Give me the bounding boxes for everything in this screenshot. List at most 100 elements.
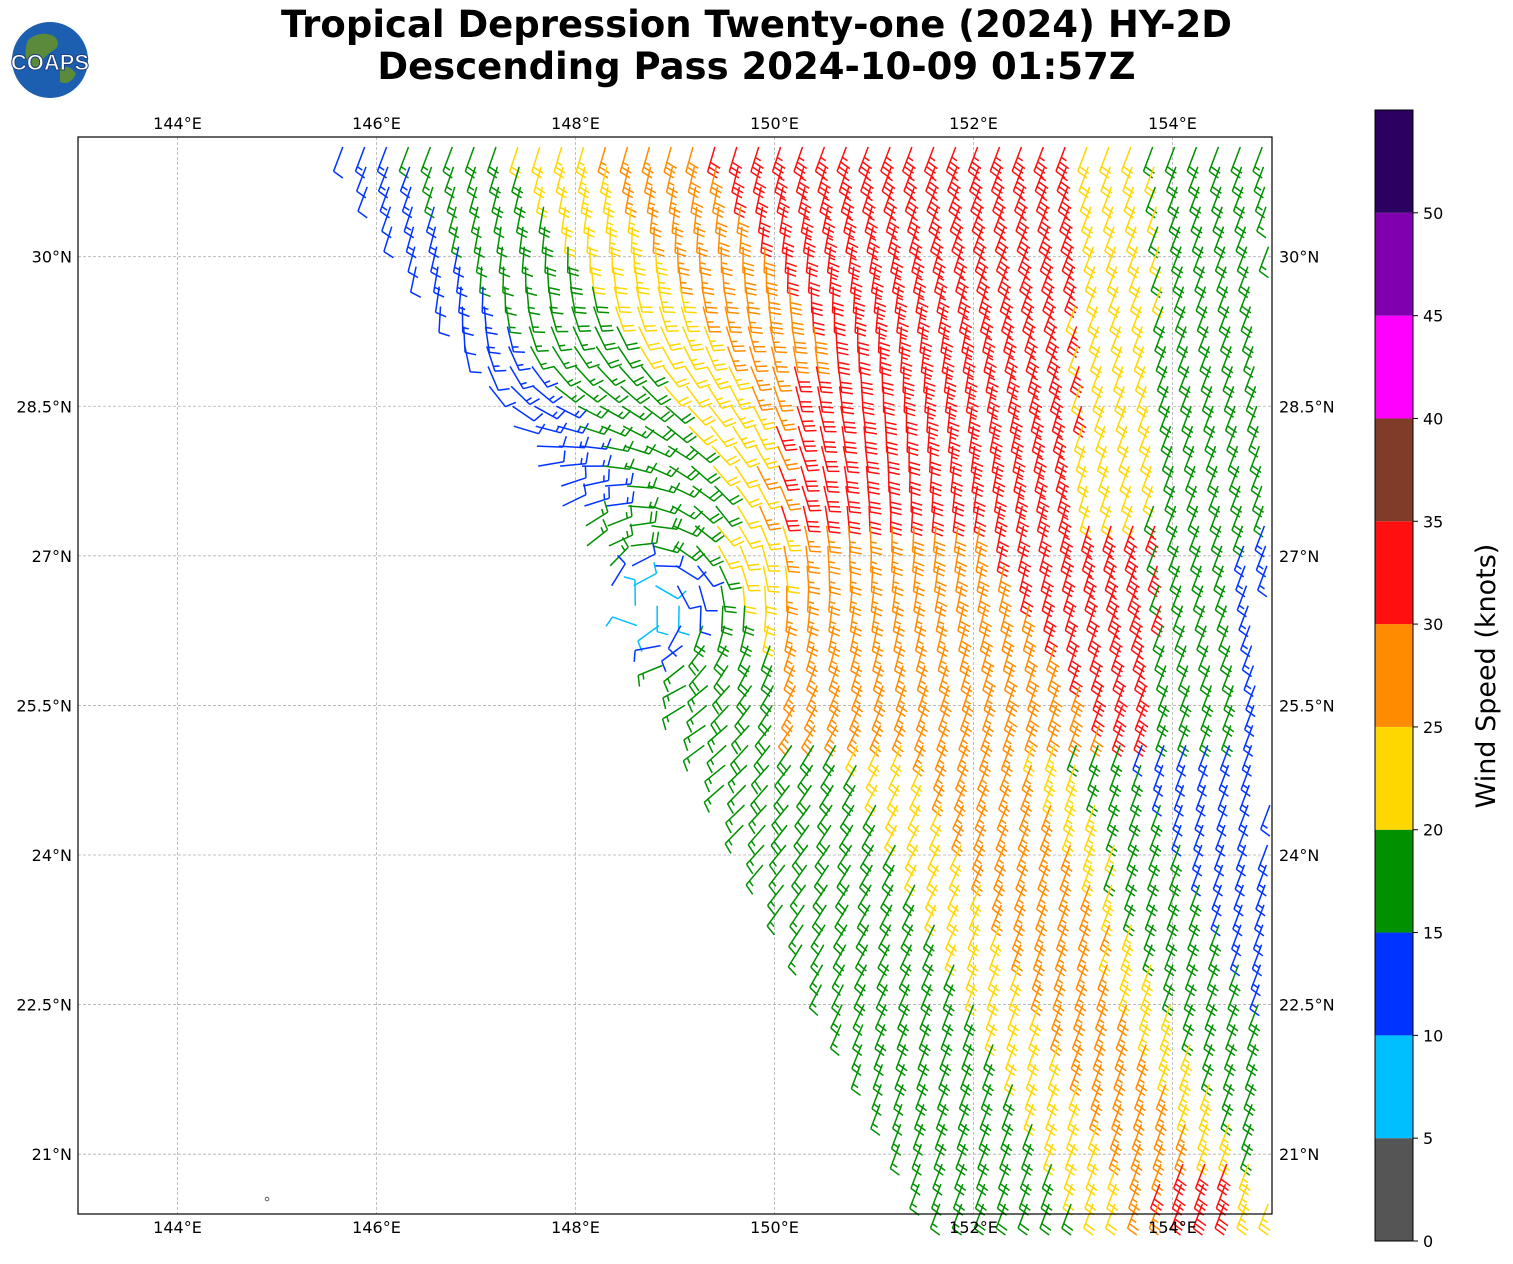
wind-barb [1016, 844, 1029, 877]
colorbar-tick-label: 45 [1423, 307, 1443, 326]
wind-barb [953, 525, 967, 557]
wind-barb [428, 226, 440, 259]
wind-barb [633, 562, 658, 587]
wind-barb [1080, 525, 1095, 558]
wind-barb [889, 505, 903, 536]
wind-barb [789, 904, 805, 936]
wind-barb [1196, 306, 1209, 339]
wind-barb [833, 306, 846, 337]
wind-barb [470, 206, 482, 239]
wind-barb [620, 385, 651, 405]
wind-barb [758, 505, 782, 531]
wind-barb [869, 725, 882, 757]
wind-barb [1102, 206, 1115, 239]
wind-barb [786, 266, 799, 297]
wind-barb [882, 844, 897, 877]
wind-barb [1025, 346, 1040, 379]
gridlines [78, 137, 1272, 1214]
wind-barb [1015, 864, 1028, 897]
wind-barb [584, 486, 611, 507]
wind-barb [1048, 685, 1063, 718]
wind-barb [582, 454, 612, 467]
wind-barb [597, 146, 610, 179]
wind-barb [550, 326, 573, 352]
wind-barb [965, 964, 978, 997]
wind-barb [639, 346, 665, 370]
wind-barb [752, 405, 777, 431]
wind-barb [842, 764, 857, 797]
wind-barb [811, 904, 827, 936]
wind-barb [977, 764, 990, 797]
wind-barb [1000, 605, 1014, 638]
wind-barb [760, 525, 783, 551]
wind-barb [766, 904, 784, 936]
wind-barb [1142, 146, 1155, 179]
wind-barb [721, 266, 736, 296]
wind-barb [1081, 545, 1096, 578]
wind-barb [852, 1004, 865, 1037]
wind-barb [1002, 645, 1017, 678]
wind-barb [989, 146, 1004, 179]
wind-barb [1163, 465, 1176, 498]
wind-barb [971, 844, 984, 877]
wind-barb [750, 366, 772, 392]
wind-barb [768, 864, 786, 896]
wind-barb [747, 824, 766, 855]
wind-barb [787, 944, 803, 976]
wind-barb [1168, 206, 1181, 239]
wind-barb [1121, 505, 1135, 538]
wind-barb [783, 545, 801, 574]
wind-barb [894, 665, 907, 698]
wind-barb [1104, 1203, 1118, 1236]
wind-barb [946, 406, 960, 437]
wind-barb [711, 445, 741, 466]
wind-barb [763, 246, 776, 277]
wind-barb [912, 745, 925, 777]
wind-barb [780, 505, 801, 532]
wind-barb [1240, 306, 1253, 339]
wind-barb [949, 446, 963, 477]
wind-barb [1177, 346, 1190, 379]
wind-barb [900, 924, 914, 957]
wind-barb [1105, 585, 1120, 618]
lat-tick-label: 21°N [1279, 1145, 1319, 1164]
colorbar-segment [1375, 521, 1413, 625]
wind-barb [1129, 605, 1144, 638]
wind-barb [1040, 565, 1054, 598]
wind-barb [1244, 366, 1257, 399]
wind-barb [1254, 525, 1266, 558]
lat-tick-label: 22.5°N [16, 996, 72, 1015]
wind-barb [898, 984, 911, 1017]
wind-barb [621, 405, 653, 421]
wind-barb [858, 146, 873, 179]
colorbar-segment [1375, 418, 1413, 522]
wind-barb [1127, 585, 1142, 618]
wind-barb [952, 804, 965, 837]
wind-barb [773, 386, 794, 412]
wind-barb [912, 565, 925, 597]
wind-barb [652, 226, 665, 257]
wind-barb [904, 186, 919, 219]
wind-barb [1045, 326, 1060, 359]
wind-barb [1089, 645, 1104, 678]
wind-barb [1049, 386, 1064, 418]
wind-barb [583, 206, 596, 238]
wind-barb [716, 525, 745, 547]
wind-barb [599, 405, 632, 420]
wind-barb [991, 884, 1004, 917]
lat-tick-label: 25.5°N [1279, 696, 1335, 715]
wind-barb [861, 406, 878, 435]
wind-barb [561, 466, 587, 487]
wind-barb [876, 964, 889, 997]
wind-barb [1039, 545, 1053, 578]
wind-barb [819, 426, 838, 453]
wind-barb [458, 286, 470, 318]
wind-barb [541, 226, 554, 258]
wind-barb [881, 366, 894, 396]
wind-barb [1112, 665, 1127, 698]
wind-barb [720, 246, 733, 277]
wind-barb [1038, 844, 1051, 877]
wind-barb [1241, 326, 1254, 359]
lat-tick-label: 30°N [32, 248, 72, 267]
wind-barb [864, 446, 880, 475]
